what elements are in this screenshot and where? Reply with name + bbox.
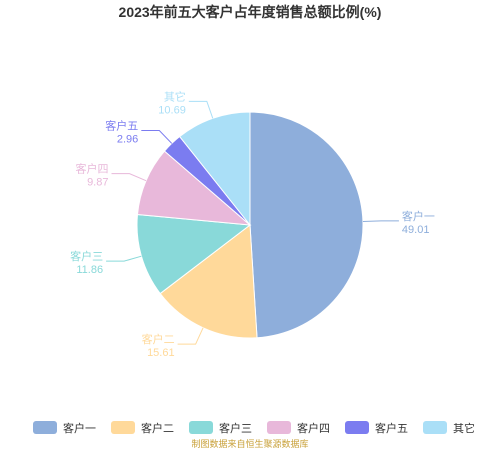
legend-item-6[interactable]: 其它 xyxy=(423,421,475,435)
chart-title: 2023年前五大客户占年度销售总额比例(%) xyxy=(119,4,382,20)
legend-swatch xyxy=(267,421,291,434)
slice-3-name-label: 客户三 xyxy=(70,249,103,263)
legend-item-2[interactable]: 客户二 xyxy=(111,421,174,435)
slice-1-leader-line xyxy=(362,220,399,222)
legend-label: 客户二 xyxy=(141,421,174,435)
slice-4-value-label: 9.87 xyxy=(87,177,108,189)
legend-swatch xyxy=(111,421,135,434)
legend-item-4[interactable]: 客户四 xyxy=(267,421,330,435)
legend-label: 客户一 xyxy=(63,421,96,435)
slice-2-leader-line xyxy=(177,327,204,345)
slice-6 xyxy=(178,111,251,227)
slice-5-leader-line xyxy=(141,129,173,144)
legend-item-1[interactable]: 客户一 xyxy=(33,421,96,435)
slice-6-name-label: 其它 xyxy=(164,89,186,103)
slice-1-name-label: 客户一 xyxy=(402,209,435,223)
slice-4-name-label: 客户四 xyxy=(75,162,108,176)
legend-label: 其它 xyxy=(453,421,475,435)
pie-slices xyxy=(136,111,364,339)
slice-5-name-label: 客户五 xyxy=(105,118,138,132)
label-leader-lines xyxy=(106,100,399,345)
slice-3-leader-line xyxy=(106,255,142,262)
slice-1 xyxy=(249,111,364,339)
legend-swatch xyxy=(345,421,369,434)
slice-6-value-label: 10.69 xyxy=(158,104,186,116)
slice-2-name-label: 客户二 xyxy=(142,332,175,346)
source-note: 制图数据来自恒生聚源数据库 xyxy=(191,438,308,449)
legend-swatch xyxy=(189,421,213,434)
legend-label: 客户五 xyxy=(375,421,408,435)
slice-2 xyxy=(159,224,258,339)
legend-swatch xyxy=(33,421,57,434)
slice-4-leader-line xyxy=(111,173,147,182)
slice-3 xyxy=(136,213,252,295)
legend-item-3[interactable]: 客户三 xyxy=(189,421,252,435)
slice-2-value-label: 15.61 xyxy=(147,347,175,359)
slice-3-value-label: 11.86 xyxy=(76,264,103,276)
legend-item-5[interactable]: 客户五 xyxy=(345,421,408,435)
slice-5-value-label: 2.96 xyxy=(117,133,138,145)
legend-label: 客户三 xyxy=(219,421,252,435)
legend: 客户一 客户二 客户三 客户四 客户五 其它 xyxy=(33,421,475,435)
slice-6-leader-line xyxy=(188,100,214,119)
legend-label: 客户四 xyxy=(297,421,330,435)
slice-1-value-label: 49.01 xyxy=(402,224,430,236)
legend-swatch xyxy=(423,421,447,434)
